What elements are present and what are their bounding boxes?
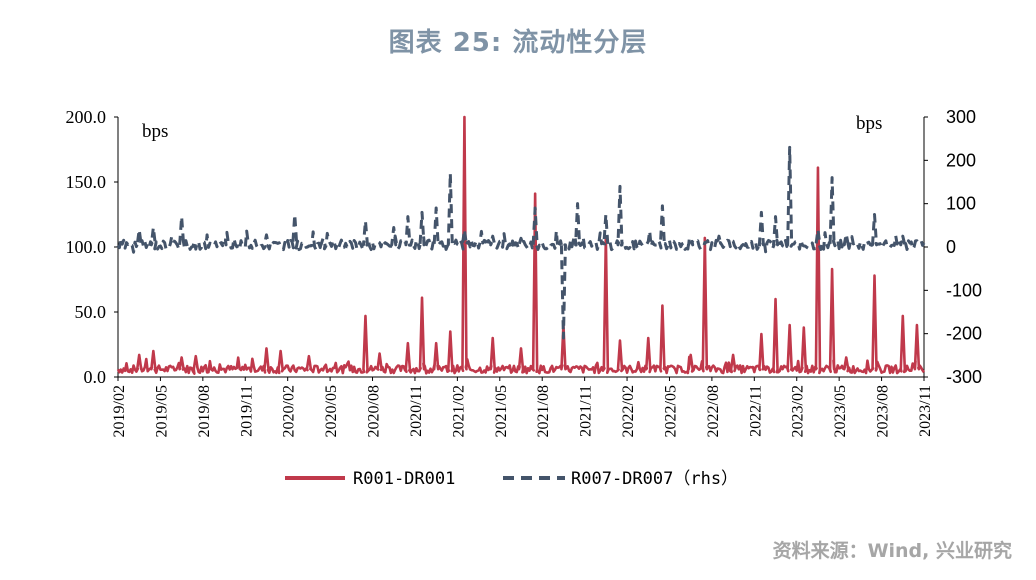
series-line-r001-dr001	[116, 115, 926, 375]
right-tick-label: -100	[946, 280, 982, 300]
x-tick-label: 2022/02	[620, 385, 637, 437]
right-tick-label: 0	[946, 237, 956, 257]
left-tick-label: 0.0	[84, 367, 107, 387]
left-unit-label: bps	[142, 121, 168, 142]
x-tick-label: 2020/05	[323, 385, 340, 437]
x-tick-label: 2022/05	[662, 385, 679, 437]
x-tick-label: 2021/05	[493, 385, 510, 437]
x-tick-label: 2022/11	[747, 385, 764, 437]
x-tick-label: 2021/08	[535, 385, 552, 437]
labels-layer: 200.0 150.0 100.0 50.0 0.0 300 200 100 0 -100 -200…	[66, 107, 983, 437]
legend: R001-DR001 R007-DR007（rhs）	[285, 469, 738, 489]
right-tick-label: 200	[946, 150, 976, 170]
right-tick-label: -300	[946, 367, 982, 387]
x-tick-label: 2019/11	[238, 385, 255, 437]
x-tick-label: 2023/02	[790, 385, 807, 437]
x-tick-label: 2021/11	[578, 385, 595, 437]
left-tick-label: 100.0	[66, 237, 107, 257]
left-tick-label: 200.0	[66, 107, 107, 127]
source-note: 资料来源：Wind, 兴业研究	[772, 540, 1012, 562]
axes-layer	[114, 116, 928, 381]
x-tick-label: 2023/05	[832, 385, 849, 437]
right-tick-label: 100	[946, 194, 976, 214]
x-tick-label: 2020/02	[281, 385, 298, 437]
right-tick-label: -200	[946, 324, 982, 344]
x-tick-label: 2023/11	[917, 385, 934, 437]
x-tick-label: 2020/11	[408, 385, 425, 437]
x-tick-label: 2019/02	[111, 385, 128, 437]
x-tick-label: 2020/08	[366, 385, 383, 437]
x-tick-label: 2019/08	[196, 385, 213, 437]
legend-label-r001-dr001: R001-DR001	[353, 469, 455, 489]
right-tick-label: 300	[946, 107, 976, 127]
series-line-r007-dr007	[116, 145, 926, 340]
chart-title: 图表 25: 流动性分层	[388, 28, 648, 58]
legend-label-r007-dr007: R007-DR007（rhs）	[571, 469, 738, 489]
left-tick-label: 50.0	[75, 302, 107, 322]
series-layer	[116, 115, 926, 375]
x-tick-label: 2021/02	[450, 385, 467, 437]
x-tick-label: 2022/08	[705, 385, 722, 437]
x-tick-label: 2019/05	[153, 385, 170, 437]
left-tick-label: 150.0	[66, 172, 107, 192]
x-tick-label: 2023/08	[875, 385, 892, 437]
right-unit-label: bps	[856, 113, 882, 134]
